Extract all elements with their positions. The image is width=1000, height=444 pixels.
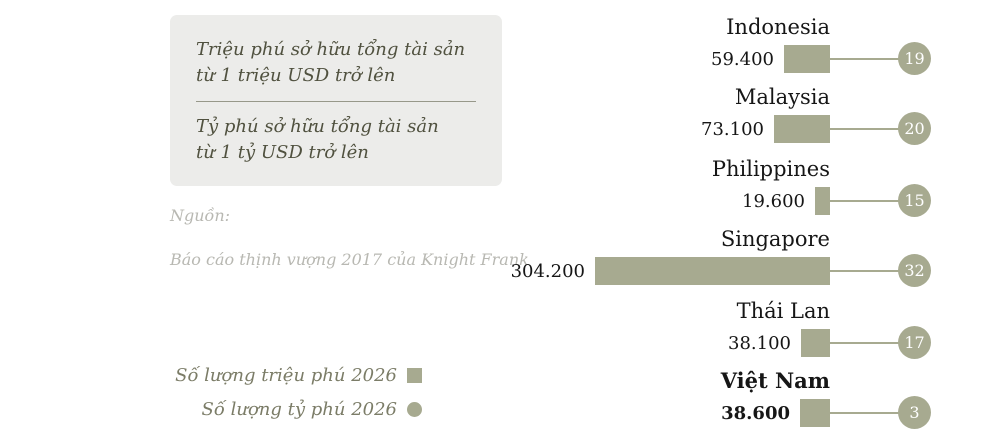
legend-item-millionaires: Số lượng triệu phú 2026	[150, 364, 422, 386]
bar-row: 59.400	[0, 44, 830, 74]
chart-row-thailand: Thái Lan 38.100 17	[0, 298, 931, 359]
country-label: Việt Nam	[720, 368, 830, 393]
circle-swatch-icon	[407, 401, 422, 417]
source-text: Báo cáo thịnh vượng 2017 của Knight Fran…	[170, 250, 529, 269]
billionaire-count-badge: 3	[898, 396, 931, 429]
millionaire-bar	[774, 115, 830, 143]
country-label: Singapore	[720, 227, 830, 251]
definition-divider	[196, 101, 476, 102]
chart-row-indonesia: Indonesia 59.400 19	[0, 14, 931, 75]
legend-millionaires-label: Số lượng triệu phú 2026	[175, 364, 397, 386]
millionaire-value: 304.200	[510, 260, 585, 282]
millionaire-bar	[815, 187, 830, 215]
bar-row: 304.200	[0, 256, 830, 286]
connector-line	[830, 412, 915, 414]
millionaire-bar	[595, 257, 830, 285]
billionaire-count-badge: 20	[898, 112, 931, 145]
chart-row-malaysia: Malaysia 73.100 20	[0, 84, 931, 145]
bar-row: 19.600	[0, 186, 830, 216]
billionaire-count-badge: 15	[898, 184, 931, 217]
billionaire-count-badge: 17	[898, 326, 931, 359]
chart-row-philippines: Philippines 19.600 15	[0, 156, 931, 217]
connector-line	[830, 200, 915, 202]
square-swatch-icon	[407, 367, 422, 383]
country-label: Thái Lan	[736, 299, 830, 323]
millionaire-value: 19.600	[742, 190, 805, 212]
billionaire-count-badge: 19	[898, 42, 931, 75]
legend-billionaires-label: Số lượng tỷ phú 2026	[201, 398, 397, 420]
definition-box: Triệu phú sở hữu tổng tài sản từ 1 triệu…	[170, 15, 502, 186]
bar-row: 38.600	[0, 398, 830, 428]
millionaire-value: 73.100	[701, 118, 764, 140]
millionaire-definition: Triệu phú sở hữu tổng tài sản từ 1 triệu…	[196, 39, 466, 86]
connector-line	[830, 270, 915, 272]
legend-item-billionaires: Số lượng tỷ phú 2026	[150, 398, 422, 420]
connector-line	[830, 128, 915, 130]
source-label: Nguồn:	[170, 206, 231, 225]
source-note: Nguồn: Báo cáo thịnh vượng 2017 của Knig…	[170, 183, 529, 271]
country-label: Philippines	[711, 157, 830, 181]
millionaire-bar	[800, 399, 830, 427]
millionaire-value: 59.400	[711, 48, 774, 70]
bar-row: 38.100	[0, 328, 830, 358]
bar-row: 73.100	[0, 114, 830, 144]
country-label: Malaysia	[734, 85, 830, 109]
billionaire-count-badge: 32	[898, 254, 931, 287]
millionaire-value: 38.600	[721, 402, 790, 424]
chart-legend: Số lượng triệu phú 2026 Số lượng tỷ phú …	[150, 365, 422, 433]
country-label: Indonesia	[726, 15, 830, 39]
connector-line	[830, 342, 915, 344]
chart-row-vietnam: Việt Nam 38.600 3	[0, 368, 931, 429]
connector-line	[830, 58, 915, 60]
millionaire-bar	[784, 45, 830, 73]
chart-row-singapore: Singapore 304.200 32	[0, 226, 931, 287]
millionaire-bar	[801, 329, 830, 357]
billionaire-definition: Tỷ phú sở hữu tổng tài sản từ 1 tỷ USD t…	[196, 116, 439, 163]
millionaire-value: 38.100	[728, 332, 791, 354]
